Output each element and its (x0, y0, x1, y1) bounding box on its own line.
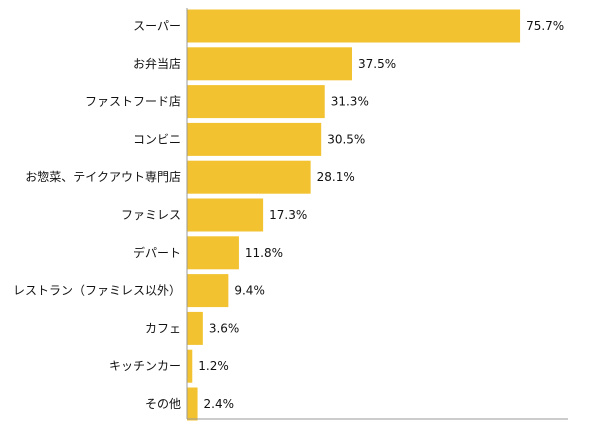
value-label: 1.2% (198, 359, 229, 373)
bar-7 (187, 274, 229, 308)
category-label: カフェ (145, 321, 181, 335)
value-label: 3.6% (209, 321, 240, 335)
bar-10 (187, 387, 198, 421)
bar-2 (187, 85, 325, 119)
value-label: 30.5% (327, 132, 365, 146)
bar-8 (187, 311, 203, 345)
bar-4 (187, 160, 311, 194)
category-label: コンビニ (133, 132, 181, 146)
category-label: ファミレス (121, 208, 181, 222)
category-label: ファストフード店 (85, 95, 181, 109)
value-label: 9.4% (234, 284, 264, 298)
category-label: レストラン（ファミレス以外） (13, 284, 181, 298)
category-label: お惣菜、テイクアウト専門店 (25, 169, 181, 184)
bars-layer (187, 9, 521, 421)
value-label: 75.7% (526, 19, 564, 33)
bar-5 (187, 198, 264, 232)
bar-6 (187, 236, 239, 270)
bar-1 (187, 47, 352, 81)
value-label: 2.4% (204, 397, 235, 411)
value-label: 31.3% (331, 95, 369, 109)
category-label: デパート (133, 245, 181, 260)
category-label: お弁当店 (133, 56, 181, 71)
bar-0 (187, 9, 521, 43)
bar-3 (187, 122, 322, 156)
value-label: 28.1% (317, 170, 355, 184)
value-label: 17.3% (269, 208, 307, 222)
value-label: 37.5% (358, 57, 396, 71)
category-label: キッチンカー (109, 359, 181, 373)
labels-layer: スーパー 75.7% お弁当店 37.5% ファストフード店 31.3% コンビニ 30.5%… (13, 19, 564, 411)
category-label: スーパー (133, 19, 181, 33)
value-label: 11.8% (245, 246, 283, 260)
bar-9 (187, 349, 193, 383)
category-label: その他 (145, 397, 181, 411)
